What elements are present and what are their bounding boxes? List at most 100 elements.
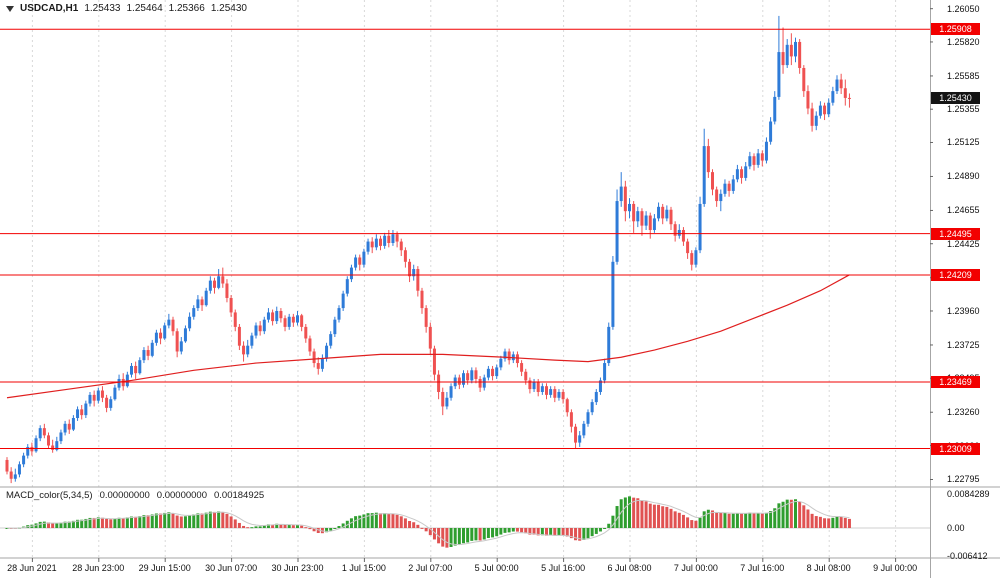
macd-histogram-bar <box>532 528 536 535</box>
macd-histogram-bar <box>113 518 117 528</box>
macd-histogram-bar <box>250 527 254 529</box>
candle <box>669 209 673 225</box>
candle <box>146 350 150 356</box>
macd-histogram-bar <box>42 521 46 528</box>
candle <box>71 418 75 430</box>
time-label: 9 Jul 00:00 <box>873 563 918 573</box>
macd-histogram-bar <box>823 518 827 528</box>
macd-histogram-bar <box>540 528 544 536</box>
macd-histogram-bar <box>354 516 358 528</box>
symbol-period-label: USDCAD,H1 <box>20 3 79 14</box>
candle <box>777 52 781 97</box>
candle <box>553 389 557 398</box>
price-axis-column[interactable]: 1.26050 1.25820 1.25585 1.25355 1.25125 1.248… <box>930 0 1000 578</box>
macd-histogram-bar <box>491 528 495 538</box>
time-label: 7 Jul 00:00 <box>673 563 718 573</box>
candle <box>96 390 100 401</box>
candle <box>167 319 171 326</box>
candle <box>740 169 744 178</box>
candle <box>366 241 370 252</box>
candle <box>337 308 341 320</box>
candle <box>254 325 258 336</box>
candle <box>403 250 407 262</box>
candle <box>175 331 179 352</box>
candle <box>225 283 229 298</box>
macd-histogram-bar <box>557 528 561 536</box>
candle <box>208 280 212 291</box>
macd-histogram-bar <box>553 528 557 536</box>
candle <box>789 44 793 57</box>
candle <box>437 374 441 392</box>
candle <box>648 215 652 230</box>
price-tick-label: 1.24890 <box>947 171 980 182</box>
macd-histogram-bar <box>308 528 312 530</box>
candle <box>300 315 304 327</box>
macd-histogram-bar <box>229 516 233 528</box>
candle <box>611 261 615 327</box>
macd-histogram-bar <box>362 514 366 528</box>
time-label: 2 Jul 07:00 <box>408 563 453 573</box>
time-label: 6 Jul 08:00 <box>607 563 652 573</box>
macd-histogram-bar <box>441 528 445 547</box>
price-tick-label: 1.25820 <box>947 36 980 47</box>
macd-histogram-bar <box>204 512 208 528</box>
candle <box>623 186 627 212</box>
price-tick-label: 1.23725 <box>947 339 980 350</box>
macd-histogram-bar <box>462 528 465 544</box>
ohlc-low-value: 1.25366 <box>168 3 205 14</box>
macd-histogram-bar <box>374 512 378 528</box>
macd-histogram-bar <box>603 528 607 529</box>
macd-histogram-bar <box>827 518 831 528</box>
macd-histogram-bar <box>486 528 490 538</box>
candle <box>150 342 154 356</box>
candle <box>9 471 13 479</box>
candle <box>154 332 158 343</box>
candle <box>192 308 196 317</box>
candle <box>794 41 797 57</box>
macd-histogram-bar <box>810 513 814 528</box>
time-label: 28 Jun 2021 <box>7 563 57 573</box>
macd-histogram-bar <box>764 512 768 528</box>
macd-histogram-bar <box>167 512 171 528</box>
candle <box>806 91 810 109</box>
macd-value-3: 0.00184925 <box>214 490 265 501</box>
candle <box>528 380 532 390</box>
candle <box>636 211 640 222</box>
candle <box>100 390 104 398</box>
candle <box>586 412 590 424</box>
candle <box>827 102 831 115</box>
candle <box>142 350 146 361</box>
macd-histogram-bar <box>503 528 507 533</box>
macd-histogram-bar <box>271 524 275 528</box>
macd-histogram-bar <box>412 522 416 528</box>
candle <box>491 368 495 377</box>
candle <box>785 44 789 66</box>
macd-histogram-bar <box>847 518 851 528</box>
macd-histogram-bar <box>163 512 167 528</box>
candle <box>486 368 490 378</box>
candle <box>200 299 204 306</box>
macd-histogram-bar <box>590 528 594 537</box>
candle <box>22 455 26 465</box>
candle <box>715 189 719 202</box>
candle <box>640 211 644 226</box>
macd-histogram-bar <box>246 527 250 529</box>
time-axis[interactable]: 28 Jun 2021 28 Jun 23:00 29 Jun 15:00 30 Ju… <box>0 560 930 578</box>
macd-histogram-bar <box>657 504 661 528</box>
macd-histogram-bar <box>217 511 221 528</box>
candle <box>412 269 416 277</box>
candle <box>92 394 96 401</box>
candle <box>399 241 403 251</box>
candle <box>329 334 333 346</box>
candle <box>134 365 138 374</box>
macd-histogram-bar <box>283 524 287 528</box>
candle <box>358 257 362 265</box>
macd-scale-label: 0.00 <box>947 523 965 533</box>
macd-histogram-bar <box>258 526 262 528</box>
macd-histogram-bar <box>333 528 337 529</box>
candle <box>818 105 822 116</box>
macd-histogram-bar <box>275 523 279 528</box>
candle <box>316 363 320 369</box>
candle <box>320 358 324 369</box>
